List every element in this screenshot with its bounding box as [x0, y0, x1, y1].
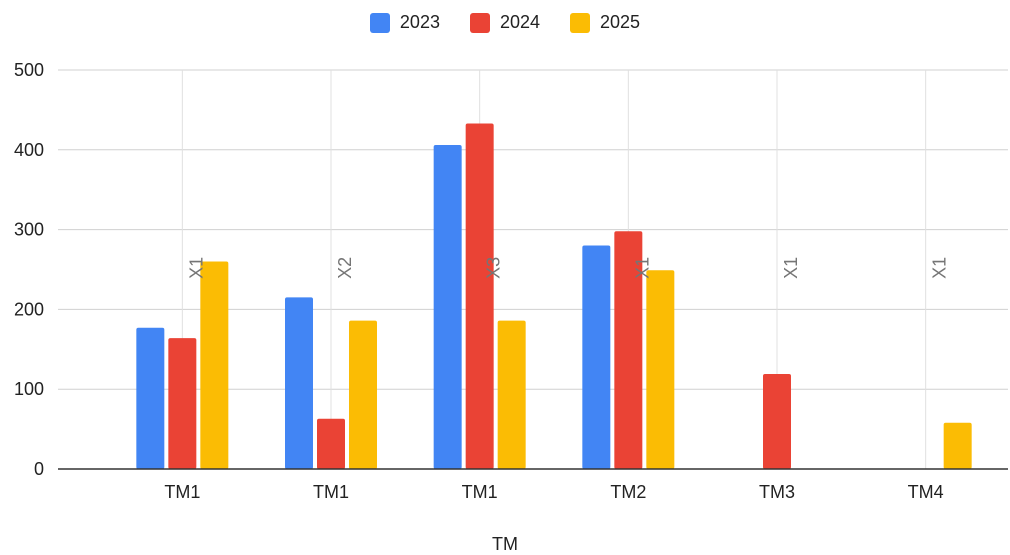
y-tick-label-300: 300	[14, 220, 44, 240]
bar-2023-3	[582, 245, 611, 469]
bar-2025-1	[349, 320, 377, 469]
bar-2023-1	[285, 297, 313, 469]
y-tick-label-200: 200	[14, 299, 44, 319]
legend-label-2025: 2025	[600, 12, 641, 32]
x-tick-label-3: TM2	[610, 482, 646, 502]
bar-2023-0	[136, 327, 165, 469]
legend-swatch-2024	[469, 12, 490, 33]
y-tick-label-400: 400	[14, 140, 44, 160]
legend-item-2024[interactable]: 2024	[469, 12, 541, 33]
bar-2024-3	[614, 231, 643, 469]
annotation-5: X1	[930, 257, 950, 279]
annotation-3: X1	[632, 257, 652, 279]
legend-label-2024: 2024	[499, 12, 541, 32]
legend-label-2023: 2023	[399, 12, 440, 32]
legend-item-2025[interactable]: 2025	[570, 12, 640, 33]
bar-2025-2	[497, 320, 526, 469]
y-tick-label-500: 500	[14, 60, 44, 80]
bar-2024-1	[317, 418, 345, 469]
legend-swatch-2025	[570, 12, 591, 33]
bar-2023-2	[433, 145, 462, 469]
x-tick-label-2: TM1	[462, 482, 498, 502]
bar-2025-3	[646, 270, 675, 469]
legend-item-2023[interactable]: 2023	[369, 12, 440, 33]
bar-2024-0	[168, 338, 197, 469]
annotation-0: X1	[186, 257, 206, 279]
x-tick-label-0: TM1	[164, 482, 200, 502]
x-tick-label-4: TM3	[759, 482, 795, 502]
x-axis-title: TM	[492, 534, 518, 554]
annotation-4: X1	[781, 257, 801, 279]
x-tick-label-5: TM4	[908, 482, 944, 502]
bar-2025-0	[200, 261, 229, 469]
y-tick-label-100: 100	[14, 379, 44, 399]
bar-2025-5	[943, 422, 972, 469]
bar-2024-4	[763, 374, 791, 469]
y-tick-label-0: 0	[34, 459, 44, 479]
legend-swatch-2023	[369, 12, 390, 33]
chart-legend: 2023 2024 2025	[0, 12, 1010, 33]
x-tick-label-1: TM1	[313, 482, 349, 502]
annotation-2: X3	[484, 257, 504, 279]
bar-2024-2	[465, 123, 494, 469]
annotation-1: X2	[335, 257, 355, 279]
